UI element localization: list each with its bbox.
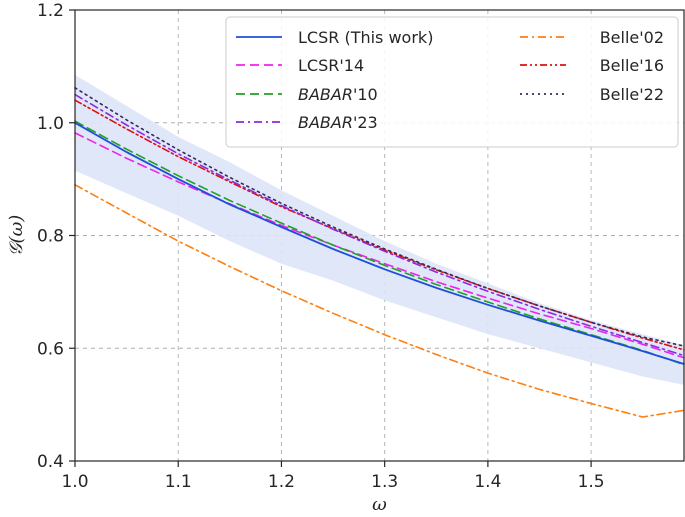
x-tick-label: 1.3 (371, 472, 398, 492)
legend-label-6: Belle'22 (600, 85, 664, 104)
legend-label-4: Belle'02 (600, 28, 664, 47)
legend-label-0: LCSR (This work) (298, 28, 433, 47)
y-tick-label: 1.2 (37, 1, 64, 21)
y-axis-label: 𝒢(ω) (6, 215, 27, 257)
legend-label-3: BABAR'23 (298, 113, 378, 132)
x-tick-label: 1.5 (578, 472, 605, 492)
series-line-3 (74, 93, 685, 357)
series-line-0 (74, 121, 685, 365)
y-tick-label: 0.4 (37, 452, 64, 472)
series-line-2 (74, 120, 685, 366)
x-tick-label: 1.2 (268, 472, 295, 492)
y-tick-label: 0.8 (37, 227, 64, 247)
series-line-1 (74, 132, 685, 359)
series-line-4 (74, 184, 685, 418)
legend-label-1: LCSR'14 (298, 56, 364, 75)
x-axis-label: ω (372, 494, 387, 515)
y-tick-label: 1.0 (37, 114, 64, 134)
x-tick-label: 1.4 (474, 472, 501, 492)
series-layer (74, 87, 685, 418)
series-line-5 (74, 99, 685, 351)
x-tick-label: 1.0 (61, 472, 88, 492)
legend: LCSR (This work) LCSR'14 BABAR'10 BABAR'23 B… (225, 16, 679, 148)
y-tick-label: 0.6 (37, 339, 64, 359)
legend-label-2: BABAR'10 (298, 85, 378, 104)
x-tick-label: 1.1 (165, 472, 192, 492)
series-line-6 (74, 87, 685, 347)
legend-label-5: Belle'16 (600, 56, 664, 75)
legend-box (225, 16, 679, 148)
axis-ticks: 1.0 1.1 1.2 1.3 1.4 1.5 0.4 0.6 0.8 1.0 1.2 (37, 1, 605, 492)
